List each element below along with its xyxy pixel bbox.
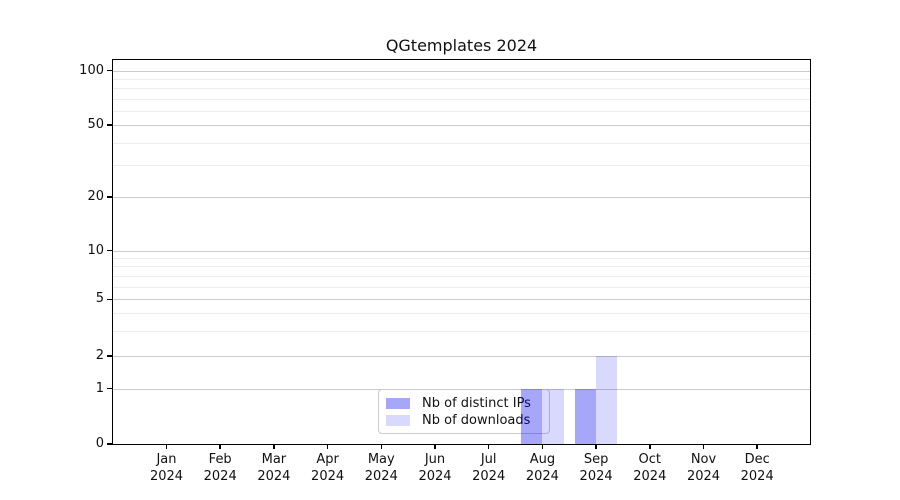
- gridline-minor: [113, 286, 810, 288]
- gridline-minor: [113, 266, 810, 268]
- x-tick-label-line: Jun: [424, 452, 446, 467]
- x-tick-label: Apr 2024: [296, 451, 360, 485]
- x-tick-label-line: May: [367, 452, 395, 467]
- y-tick-mark: [107, 387, 112, 390]
- y-tick-label: 20: [87, 189, 104, 204]
- legend-swatch-distinct-ips: [386, 398, 410, 409]
- x-tick-label-line: Nov: [690, 452, 717, 467]
- x-tick-mark: [756, 444, 758, 449]
- x-tick-label-line: 2024: [633, 469, 667, 484]
- x-tick-label: May 2024: [349, 451, 413, 485]
- y-tick-label: 50: [87, 117, 104, 132]
- legend: Nb of distinct IPs Nb of downloads: [378, 389, 550, 434]
- legend-label-downloads: Nb of downloads: [422, 413, 531, 428]
- x-tick-label-line: Jan: [156, 452, 177, 467]
- x-tick-label: Nov 2024: [672, 451, 736, 485]
- x-tick-label-line: Oct: [638, 452, 662, 467]
- y-tick-label: 2: [95, 348, 104, 363]
- legend-swatch-downloads: [386, 415, 410, 426]
- bar-downloads: [542, 388, 564, 444]
- x-tick-mark: [541, 444, 544, 449]
- x-tick-mark: [702, 444, 705, 449]
- x-tick-mark: [273, 444, 275, 449]
- gridline-major: [113, 299, 810, 301]
- gridline-major: [113, 356, 810, 357]
- x-tick-label-line: Sep: [583, 452, 609, 467]
- x-tick-mark: [165, 444, 168, 449]
- y-tick-mark: [107, 196, 112, 198]
- x-tick-label-line: Mar: [261, 452, 287, 467]
- gridline-minor: [113, 110, 810, 112]
- x-tick-label-line: 2024: [740, 469, 774, 484]
- gridline-minor: [113, 142, 810, 144]
- gridline-major: [113, 250, 810, 252]
- x-tick-mark: [434, 444, 436, 449]
- y-tick-mark: [107, 355, 112, 357]
- x-tick-mark: [326, 444, 329, 449]
- x-tick-label-line: Jul: [480, 452, 497, 467]
- y-tick-label: 0: [95, 436, 104, 451]
- gridline-minor: [113, 78, 810, 80]
- y-tick-label: 1: [95, 380, 104, 396]
- x-tick-label: Jan 2024: [135, 451, 199, 485]
- x-tick-label-line: 2024: [579, 469, 613, 484]
- x-tick-label-line: Dec: [744, 452, 770, 467]
- gridline-minor: [113, 98, 810, 100]
- x-tick-label: Aug 2024: [510, 451, 574, 485]
- bar-downloads: [596, 356, 618, 444]
- x-tick-label-line: 2024: [472, 469, 506, 484]
- x-tick-label: Mar 2024: [242, 451, 306, 485]
- x-tick-label: Jun 2024: [403, 451, 467, 485]
- gridline-major: [113, 70, 810, 72]
- gridline-major: [113, 197, 810, 198]
- x-tick-mark: [649, 444, 651, 449]
- x-tick-label-line: 2024: [257, 469, 291, 484]
- x-tick-label: Sep 2024: [564, 451, 628, 485]
- y-tick-mark: [107, 298, 112, 301]
- x-tick-label-line: 2024: [686, 469, 721, 484]
- x-tick-label-line: 2024: [364, 469, 398, 484]
- x-tick-label-line: 2024: [149, 469, 184, 484]
- gridline-minor: [113, 275, 810, 277]
- x-tick-label-line: 2024: [418, 469, 452, 484]
- gridline-minor: [113, 165, 810, 167]
- x-tick-label: Jul 2024: [457, 451, 521, 485]
- gridline-minor: [113, 88, 810, 90]
- y-tick-mark: [107, 443, 112, 445]
- y-tick-mark: [107, 69, 112, 72]
- y-tick-label: 10: [87, 242, 104, 258]
- plot-area: [113, 60, 810, 444]
- x-tick-label-line: 2024: [525, 469, 559, 484]
- x-tick-mark: [219, 444, 221, 449]
- x-tick-label: Feb 2024: [188, 451, 252, 485]
- x-tick-label-line: 2024: [203, 469, 237, 484]
- chart-title: QGtemplates 2024: [385, 36, 538, 55]
- gridline-major: [113, 125, 810, 126]
- x-tick-label-line: Feb: [208, 452, 232, 467]
- x-tick-mark: [487, 444, 490, 449]
- x-tick-label: Dec 2024: [725, 451, 789, 485]
- x-tick-mark: [380, 444, 383, 449]
- gridline-minor: [113, 313, 810, 315]
- gridline-major: [113, 388, 810, 390]
- x-tick-label-line: Apr: [316, 452, 339, 467]
- legend-item-downloads: Nb of downloads: [386, 412, 549, 429]
- gridline-minor: [113, 258, 810, 260]
- legend-label-distinct-ips: Nb of distinct IPs: [422, 396, 531, 411]
- y-tick-mark: [107, 249, 112, 252]
- x-tick-label-line: Aug: [529, 452, 556, 467]
- x-tick-label-line: 2024: [311, 469, 345, 484]
- y-tick-label: 5: [95, 291, 104, 307]
- bar-distinct-ips: [521, 388, 543, 444]
- legend-item-distinct-ips: Nb of distinct IPs: [386, 395, 549, 412]
- x-tick-mark: [595, 444, 597, 449]
- gridline-minor: [113, 330, 810, 332]
- x-tick-label: Oct 2024: [618, 451, 682, 485]
- bar-distinct-ips: [574, 388, 597, 444]
- y-tick-mark: [107, 124, 112, 126]
- y-tick-label: 100: [79, 62, 104, 78]
